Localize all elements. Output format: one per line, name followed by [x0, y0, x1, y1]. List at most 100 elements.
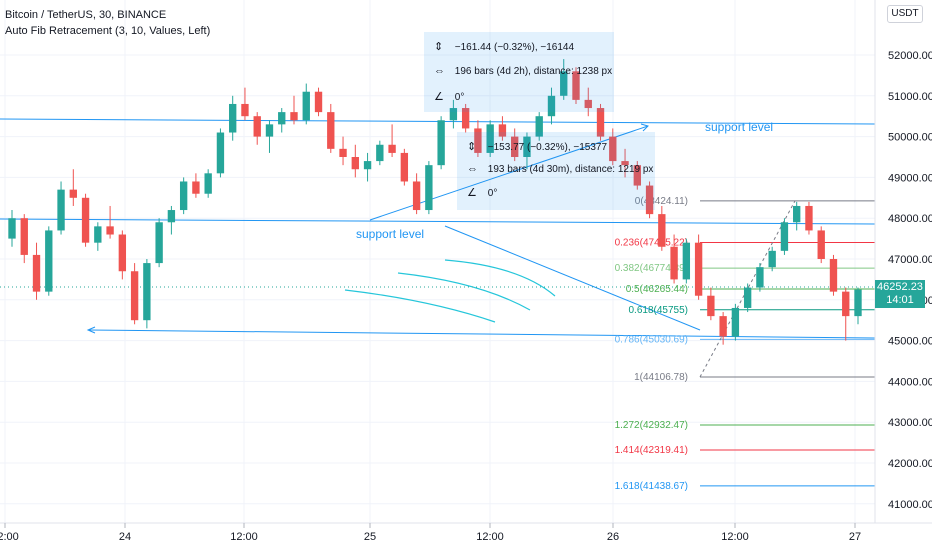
candle	[756, 263, 764, 292]
candle	[461, 103, 470, 133]
candle	[780, 218, 789, 255]
candle-body	[412, 181, 421, 211]
candle-body	[278, 112, 286, 125]
candle	[204, 169, 212, 198]
candle	[8, 210, 16, 247]
hand-curve	[344, 289, 496, 323]
candle	[743, 283, 752, 313]
time-tick-label: 12:00	[476, 531, 504, 543]
candle-body	[363, 161, 372, 170]
price-range-icon: ⇕	[467, 141, 477, 153]
currency-badge[interactable]: USDT	[887, 5, 923, 23]
candle	[768, 246, 776, 272]
support-line-mid	[0, 218, 876, 225]
candle-body	[609, 136, 617, 162]
candle-body	[854, 289, 862, 317]
candle-body	[20, 218, 28, 255]
candle	[327, 103, 335, 153]
candle	[486, 120, 494, 157]
candle	[229, 95, 237, 141]
candle-body	[498, 124, 507, 137]
candle-body	[388, 144, 396, 153]
candle	[314, 87, 323, 117]
time-axis: 12:00 24 12:00 25 12:00 26 12:00 27	[0, 522, 932, 543]
candle	[560, 59, 568, 100]
candle	[57, 181, 65, 235]
candle	[45, 226, 53, 296]
candle	[179, 177, 188, 215]
candle	[94, 222, 102, 251]
price-tick-label: 50000.00	[888, 132, 932, 144]
angle-icon: ∠	[467, 187, 477, 199]
fib-level-label: 1.272(42932.47)	[615, 420, 688, 431]
candle-body	[143, 263, 151, 321]
candle-body	[81, 197, 90, 243]
candle	[633, 161, 641, 190]
candle	[498, 116, 507, 141]
candle	[143, 259, 151, 329]
candle	[658, 205, 666, 251]
indicator-title: Auto Fib Retracement (3, 10, Values, Lef…	[5, 25, 211, 37]
candle-body	[179, 181, 188, 211]
candle-body	[511, 136, 519, 157]
candle-body	[621, 161, 629, 166]
candle	[609, 128, 617, 166]
candle-body	[633, 165, 641, 186]
candle-body	[351, 157, 359, 170]
fib-level-label: 0(48424.11)	[635, 196, 688, 207]
bars-range-icon: ⇔	[434, 65, 445, 77]
time-tick-label: 12:00	[230, 531, 258, 543]
measure-box-2[interactable]: ⇕ −153.77 (−0.32%), −15377 ⇔ 193 bars (4…	[457, 132, 655, 210]
price-tick-label: 52000.00	[888, 50, 932, 62]
price-tick-label: 41000.00	[888, 499, 932, 511]
candle-body	[425, 165, 433, 211]
candle-body	[793, 205, 801, 223]
candle-body	[8, 218, 16, 239]
candle-body	[339, 148, 347, 157]
candle-body	[204, 173, 212, 194]
support-level-label: support level	[356, 227, 424, 241]
fib-level-label: 0.618(45755)	[629, 305, 689, 316]
candle	[167, 205, 176, 235]
fib-level-label: 0.236(47405.22)	[615, 237, 688, 248]
price-range-icon: ⇕	[434, 41, 444, 53]
candle-body	[780, 222, 789, 251]
candle	[793, 201, 801, 231]
measure-box-1[interactable]: ⇕ −161.44 (−0.32%), −16144 ⇔ 196 bars (4…	[424, 32, 614, 112]
candle-body	[290, 112, 298, 121]
candle-body	[106, 226, 114, 235]
candle	[339, 136, 347, 166]
candle-body	[584, 99, 592, 109]
candle	[192, 173, 200, 198]
support-line-bottom	[87, 329, 876, 339]
candle	[278, 108, 286, 133]
candle	[719, 312, 727, 345]
fib-retracement: 0(48424.11) 0.236(47405.22) 0.382(46774.89…	[615, 196, 875, 492]
candle-body	[118, 234, 127, 272]
bar-countdown: 14:01	[886, 294, 914, 306]
candle-body	[302, 91, 310, 121]
candle	[302, 83, 310, 125]
fib-level-label: 1.414(42319.41)	[615, 445, 688, 456]
fib-level-label: 0.786(45030.69)	[615, 334, 688, 345]
fib-level-label: 0.382(46774.89)	[615, 263, 688, 274]
candle-body	[658, 214, 666, 247]
price-tick-label: 48000.00	[888, 213, 932, 225]
candle-body	[486, 124, 494, 153]
candle	[412, 173, 421, 215]
price-tick-label: 42000.00	[888, 458, 932, 470]
candle	[731, 303, 740, 341]
hand-curve	[397, 272, 531, 311]
candle	[817, 226, 825, 264]
candle-body	[707, 295, 715, 317]
candle	[20, 214, 28, 264]
candle	[351, 144, 359, 178]
candle-body	[596, 108, 605, 137]
candle-body	[829, 259, 838, 292]
measure-price-change: −161.44 (−0.32%), −16144	[454, 42, 575, 53]
annotations: support level support level	[356, 120, 773, 241]
candle-body	[45, 230, 53, 292]
candle	[437, 116, 445, 170]
candle	[621, 148, 629, 178]
